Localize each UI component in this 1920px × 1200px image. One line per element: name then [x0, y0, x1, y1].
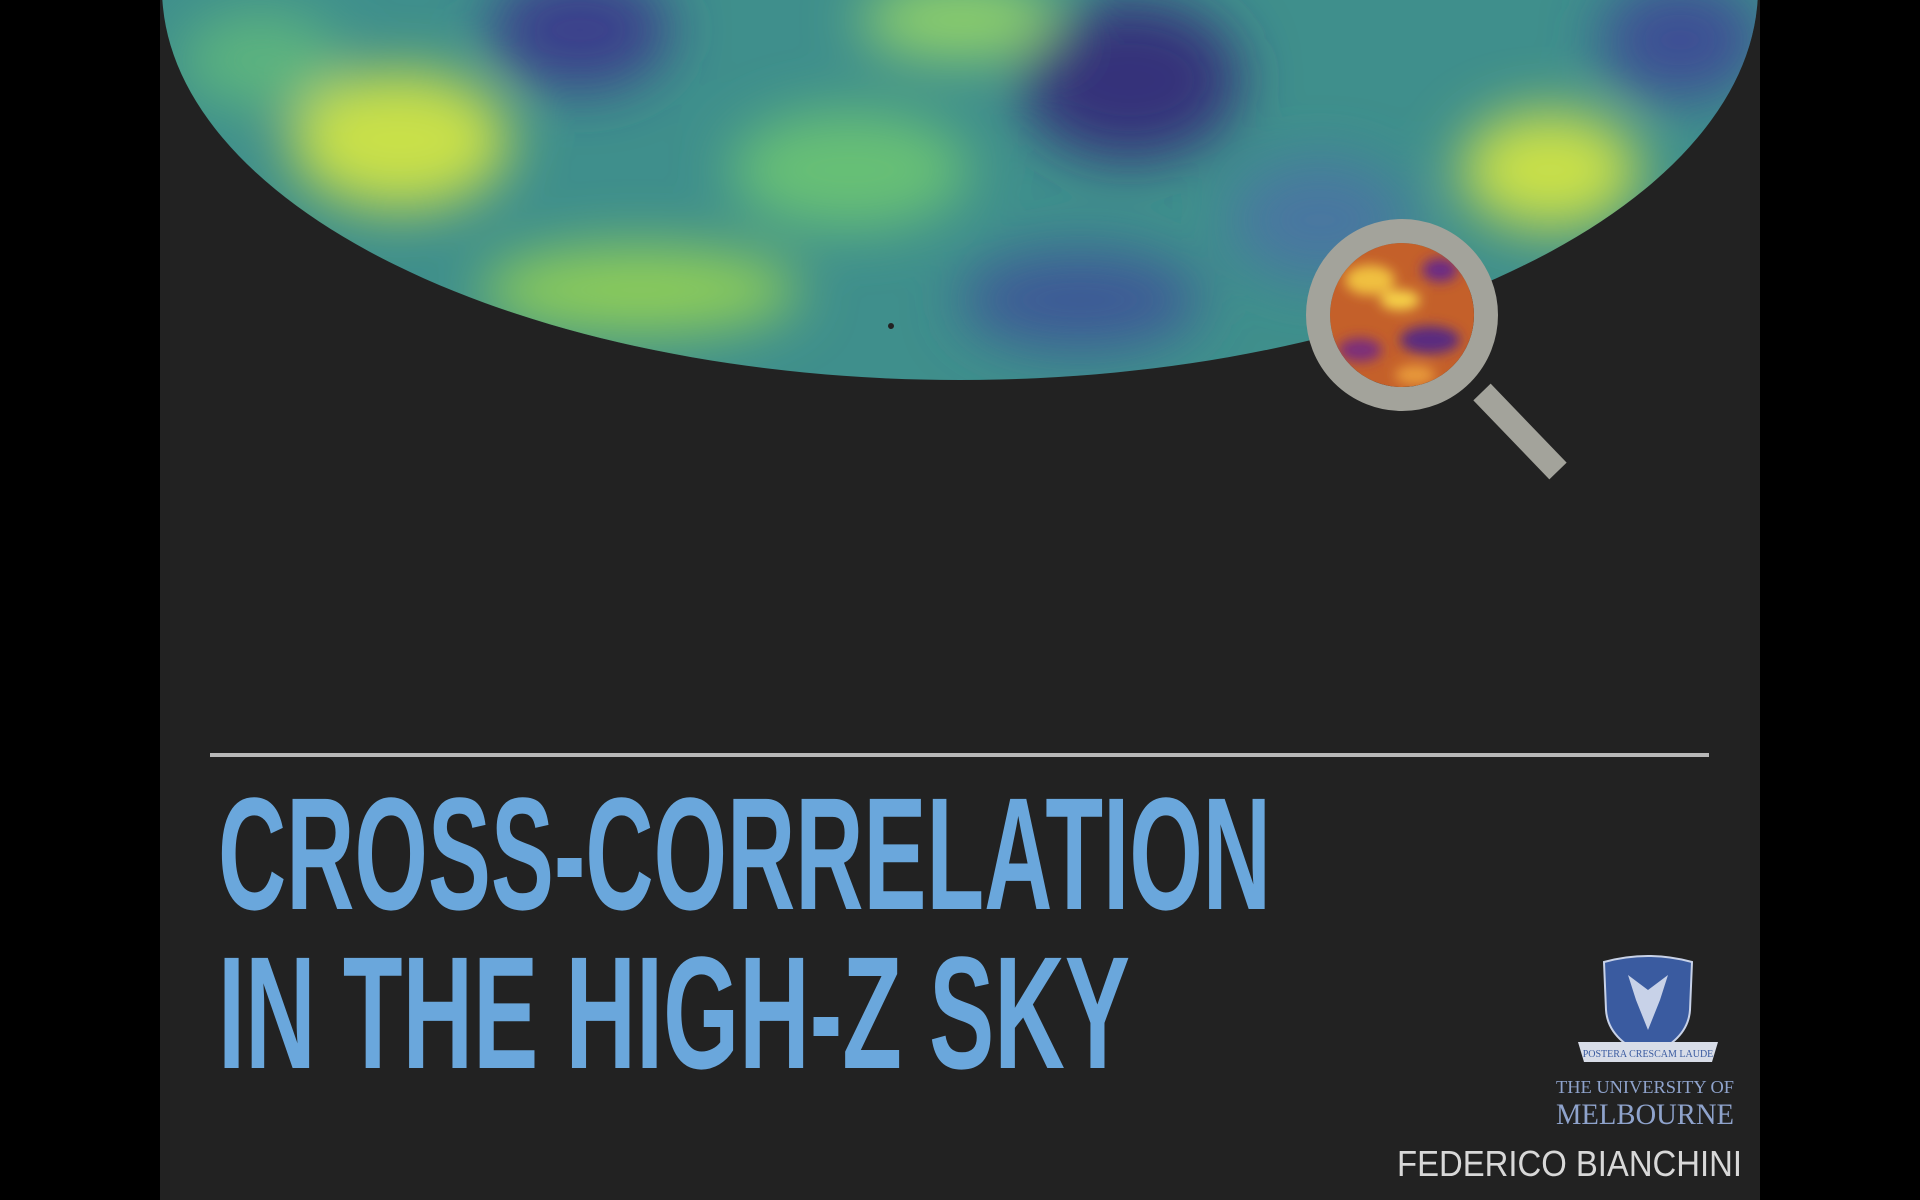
- magnifier: [1306, 219, 1567, 480]
- title-line: IN THE HIGH-Z SKY: [218, 923, 1130, 1102]
- author: FEDERICO BIANCHINI: [1397, 1143, 1742, 1184]
- title-line: CROSS-CORRELATION: [218, 764, 1271, 943]
- logo-motto: POSTERA CRESCAM LAUDE: [1583, 1049, 1714, 1060]
- marker-dot: [888, 323, 894, 329]
- logo-line: MELBOURNE: [1556, 1098, 1734, 1131]
- university-logo: POSTERA CRESCAM LAUDE THE UNIVERSITY OF …: [1556, 955, 1734, 1131]
- logo-line: THE UNIVERSITY OF: [1556, 1077, 1734, 1097]
